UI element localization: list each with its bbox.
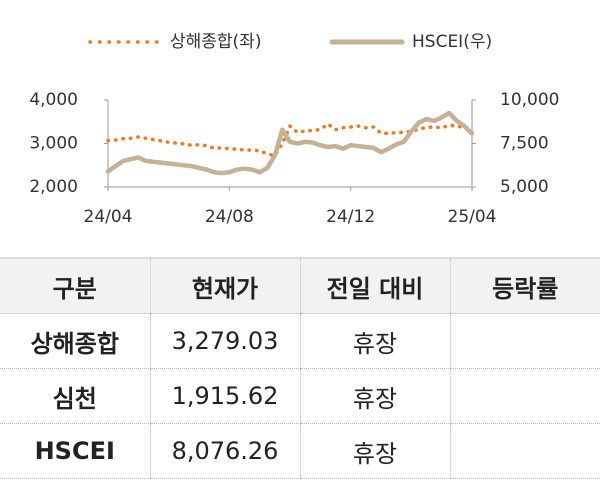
x-tick-label: 24/04	[84, 207, 133, 227]
row: 심천 1,915.62 휴장	[0, 368, 600, 424]
chart: 2,000 3,000 4,000 5,000 7,500 10,000 24/04 24/0…	[29, 32, 559, 227]
cell: 휴장	[299, 423, 450, 479]
x-tick-label: 24/12	[326, 207, 375, 227]
y2-tick-label: 5,000	[500, 177, 549, 197]
y-tick-label: 3,000	[29, 134, 78, 154]
cell	[449, 423, 600, 479]
cell	[449, 313, 600, 369]
cell: 휴장	[299, 313, 450, 369]
series-line	[105, 110, 475, 176]
quote-table: 구분 현재가 전일 대비 등락률 상해종합 3,279.03 휴장 심천 1,9…	[0, 257, 600, 479]
x-tick-label: 25/04	[448, 207, 497, 227]
cell: 8,076.26	[149, 423, 300, 479]
header-cell: 전일 대비	[299, 257, 450, 314]
y-tick-label: 2,000	[29, 177, 78, 197]
cell: HSCEI	[0, 423, 150, 479]
row: 상해종합 3,279.03 휴장	[0, 313, 600, 369]
y2-tick-label: 7,500	[500, 134, 549, 154]
y2-tick-label: 10,000	[500, 90, 559, 110]
cell	[449, 368, 600, 424]
cell: 1,915.62	[149, 368, 300, 424]
header-cell: 현재가	[149, 257, 300, 314]
cell: 상해종합	[0, 313, 150, 369]
header-cell: 등락률	[449, 257, 600, 314]
header-row: 구분 현재가 전일 대비 등락률	[0, 257, 600, 314]
series-line	[106, 122, 474, 158]
cell: 심천	[0, 368, 150, 424]
x-tick-label: 24/08	[205, 207, 254, 227]
row: HSCEI 8,076.26 휴장	[0, 423, 600, 479]
cell: 3,279.03	[149, 313, 300, 369]
cell: 휴장	[299, 368, 450, 424]
legend-label: 상해종합(좌)	[170, 32, 261, 52]
legend-label: HSCEI(우)	[412, 32, 492, 52]
header-cell: 구분	[0, 257, 150, 314]
y-tick-label: 4,000	[29, 90, 78, 110]
